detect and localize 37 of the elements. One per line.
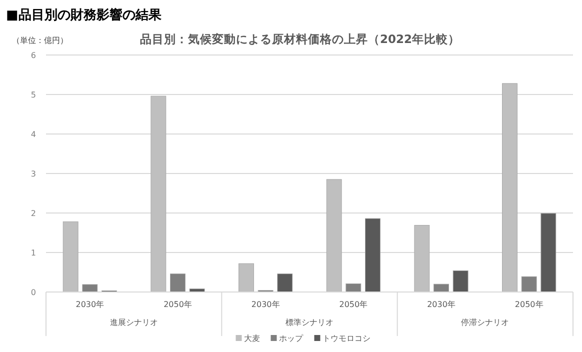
bar [238, 263, 254, 292]
bar [521, 276, 537, 292]
x-tick-label: 2050年 [164, 300, 192, 309]
bar [326, 179, 342, 292]
bar [502, 83, 518, 292]
legend-label: 大麦 [244, 334, 260, 343]
bar [414, 224, 430, 292]
bar [170, 274, 186, 292]
chart-title: ■品目別の財務影響の結果 [6, 7, 162, 23]
legend-label: トウモロコシ [322, 334, 370, 343]
text: 進展シナリオ [110, 318, 158, 327]
bar [452, 270, 468, 292]
y-tick-label: 2 [30, 209, 36, 218]
legend-label: ホップ [278, 334, 304, 343]
bar [540, 213, 556, 292]
bar [346, 283, 362, 292]
x-tick-label: 2030年 [76, 300, 104, 309]
chart-subtitle: 品目別：気候変動による原材料価格の上昇（2022年比較） [140, 32, 460, 46]
y-tick-label: 4 [30, 130, 36, 139]
bar [277, 274, 293, 292]
bar [82, 284, 98, 292]
x-tick-label: 2050年 [514, 300, 544, 309]
bar [434, 284, 449, 292]
y-tick-label: 0 [30, 288, 36, 297]
bar [150, 96, 166, 292]
x-tick-label: 2050年 [339, 300, 368, 309]
y-tick-label: 3 [30, 170, 36, 178]
y-axis-title: （単位：億円） [12, 36, 68, 45]
y-tick-label: 6 [30, 51, 36, 60]
bar [62, 221, 78, 292]
y-tick-label: 1 [30, 248, 36, 258]
x-tick-label: 2030年 [251, 300, 280, 309]
text: 停滞シナリオ [461, 318, 510, 327]
bar [365, 218, 380, 292]
y-tick-label: 5 [30, 90, 36, 100]
text: 標準シナリオ [286, 318, 334, 327]
x-tick-label: 2030年 [427, 300, 456, 309]
